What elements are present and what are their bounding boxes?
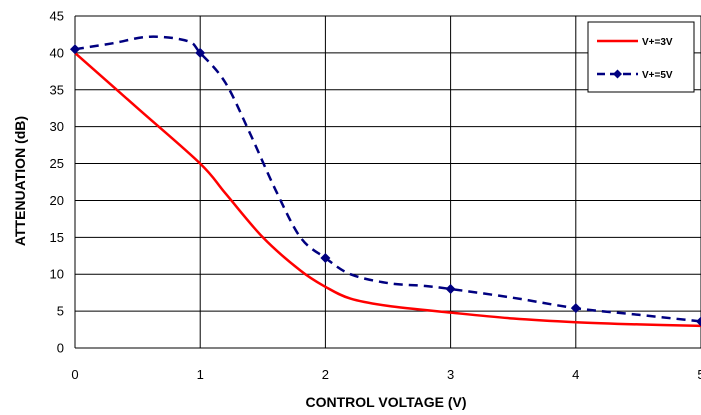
series-line-v5 xyxy=(74,35,701,323)
y-tick-label: 30 xyxy=(50,119,64,134)
data-point-v5 xyxy=(195,47,206,58)
series-lines xyxy=(74,35,701,328)
legend-label-v5: V+=5V xyxy=(642,70,673,81)
y-tick-label: 40 xyxy=(50,45,64,60)
x-tick-label: 0 xyxy=(71,367,78,382)
data-point-v5 xyxy=(70,44,80,55)
series-line-v3 xyxy=(74,51,701,328)
y-tick-label: 0 xyxy=(57,341,64,356)
y-tick-label: 10 xyxy=(50,267,64,282)
y-tick-label: 45 xyxy=(50,9,64,24)
data-point-v5 xyxy=(320,252,331,263)
data-point-v5 xyxy=(445,283,456,294)
x-axis-title: CONTROL VOLTAGE (V) xyxy=(306,394,467,410)
x-tick-label: 1 xyxy=(197,367,204,382)
data-point-v5 xyxy=(570,303,581,314)
y-tick-label: 5 xyxy=(57,304,64,319)
series-markers xyxy=(70,44,701,327)
x-tick-label: 5 xyxy=(697,367,701,382)
y-tick-label: 25 xyxy=(50,156,64,171)
x-tick-labels: 0 1 2 3 4 5 xyxy=(71,367,701,382)
y-tick-labels: 0 5 10 15 20 25 30 35 40 45 xyxy=(50,9,64,356)
legend-box xyxy=(587,21,695,93)
legend-label-v3: V+=3V xyxy=(642,37,673,48)
x-tick-label: 4 xyxy=(572,367,579,382)
x-tick-label: 2 xyxy=(322,367,329,382)
y-tick-label: 15 xyxy=(50,230,64,245)
y-axis-title: ATTENUATION (dB) xyxy=(12,116,28,246)
legend-marker-v5 xyxy=(613,69,622,79)
y-tick-label: 20 xyxy=(50,193,64,208)
data-point-v5 xyxy=(696,316,701,327)
y-tick-label: 35 xyxy=(50,82,64,97)
legend: V+=3V V+=5V xyxy=(587,21,695,93)
x-tick-label: 3 xyxy=(447,367,454,382)
